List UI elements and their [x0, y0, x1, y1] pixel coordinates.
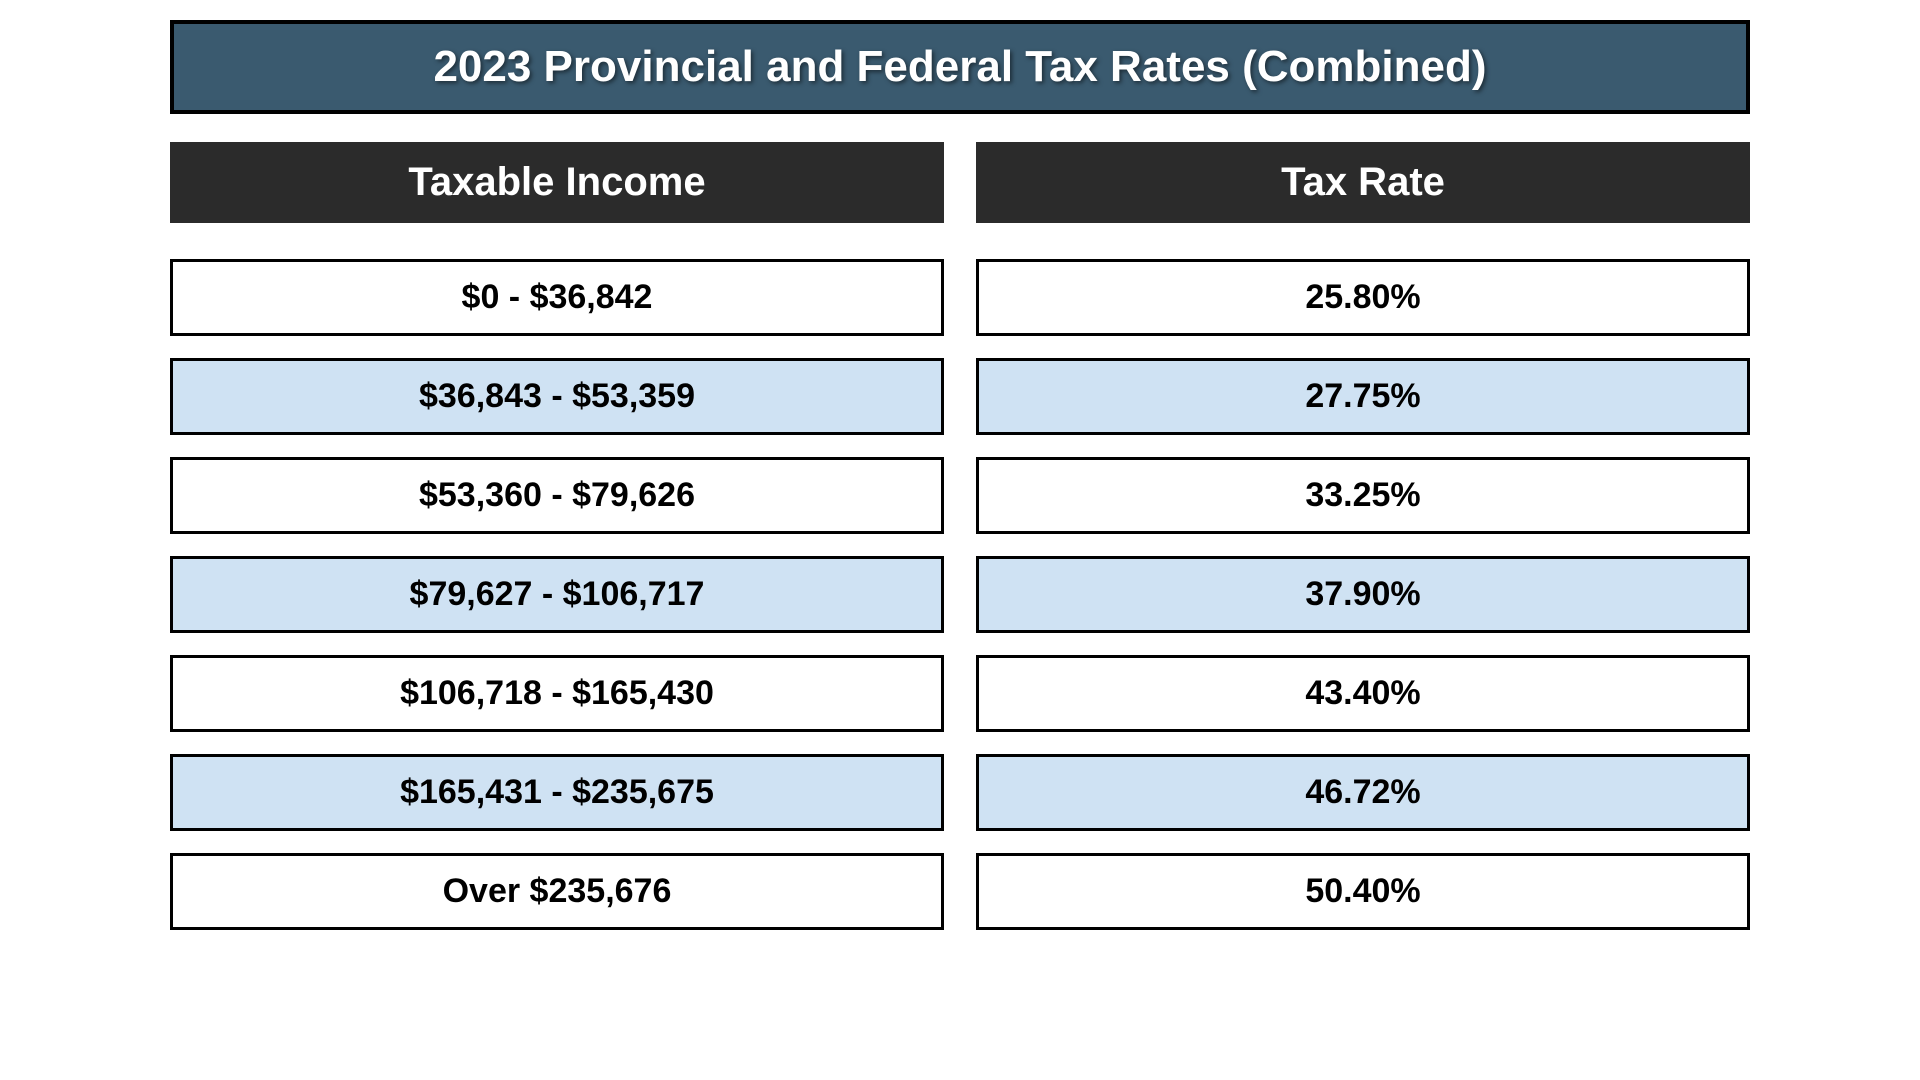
income-row-4: $106,718 - $165,430 [170, 655, 944, 732]
income-row-1: $36,843 - $53,359 [170, 358, 944, 435]
page-title: 2023 Provincial and Federal Tax Rates (C… [184, 42, 1736, 92]
title-bar: 2023 Provincial and Federal Tax Rates (C… [170, 20, 1750, 114]
rate-header: Tax Rate [976, 142, 1750, 223]
income-row-5: $165,431 - $235,675 [170, 754, 944, 831]
rate-row-6: 50.40% [976, 853, 1750, 930]
income-row-2: $53,360 - $79,626 [170, 457, 944, 534]
table: Taxable Income $0 - $36,842 $36,843 - $5… [170, 142, 1750, 952]
rate-column: Tax Rate 25.80% 27.75% 33.25% 37.90% 43.… [976, 142, 1750, 952]
rate-row-3: 37.90% [976, 556, 1750, 633]
rate-row-2: 33.25% [976, 457, 1750, 534]
rate-row-1: 27.75% [976, 358, 1750, 435]
income-row-3: $79,627 - $106,717 [170, 556, 944, 633]
tax-table-container: 2023 Provincial and Federal Tax Rates (C… [170, 20, 1750, 952]
income-header: Taxable Income [170, 142, 944, 223]
income-row-6: Over $235,676 [170, 853, 944, 930]
rate-row-4: 43.40% [976, 655, 1750, 732]
rate-row-0: 25.80% [976, 259, 1750, 336]
income-row-0: $0 - $36,842 [170, 259, 944, 336]
income-column: Taxable Income $0 - $36,842 $36,843 - $5… [170, 142, 944, 952]
rate-row-5: 46.72% [976, 754, 1750, 831]
